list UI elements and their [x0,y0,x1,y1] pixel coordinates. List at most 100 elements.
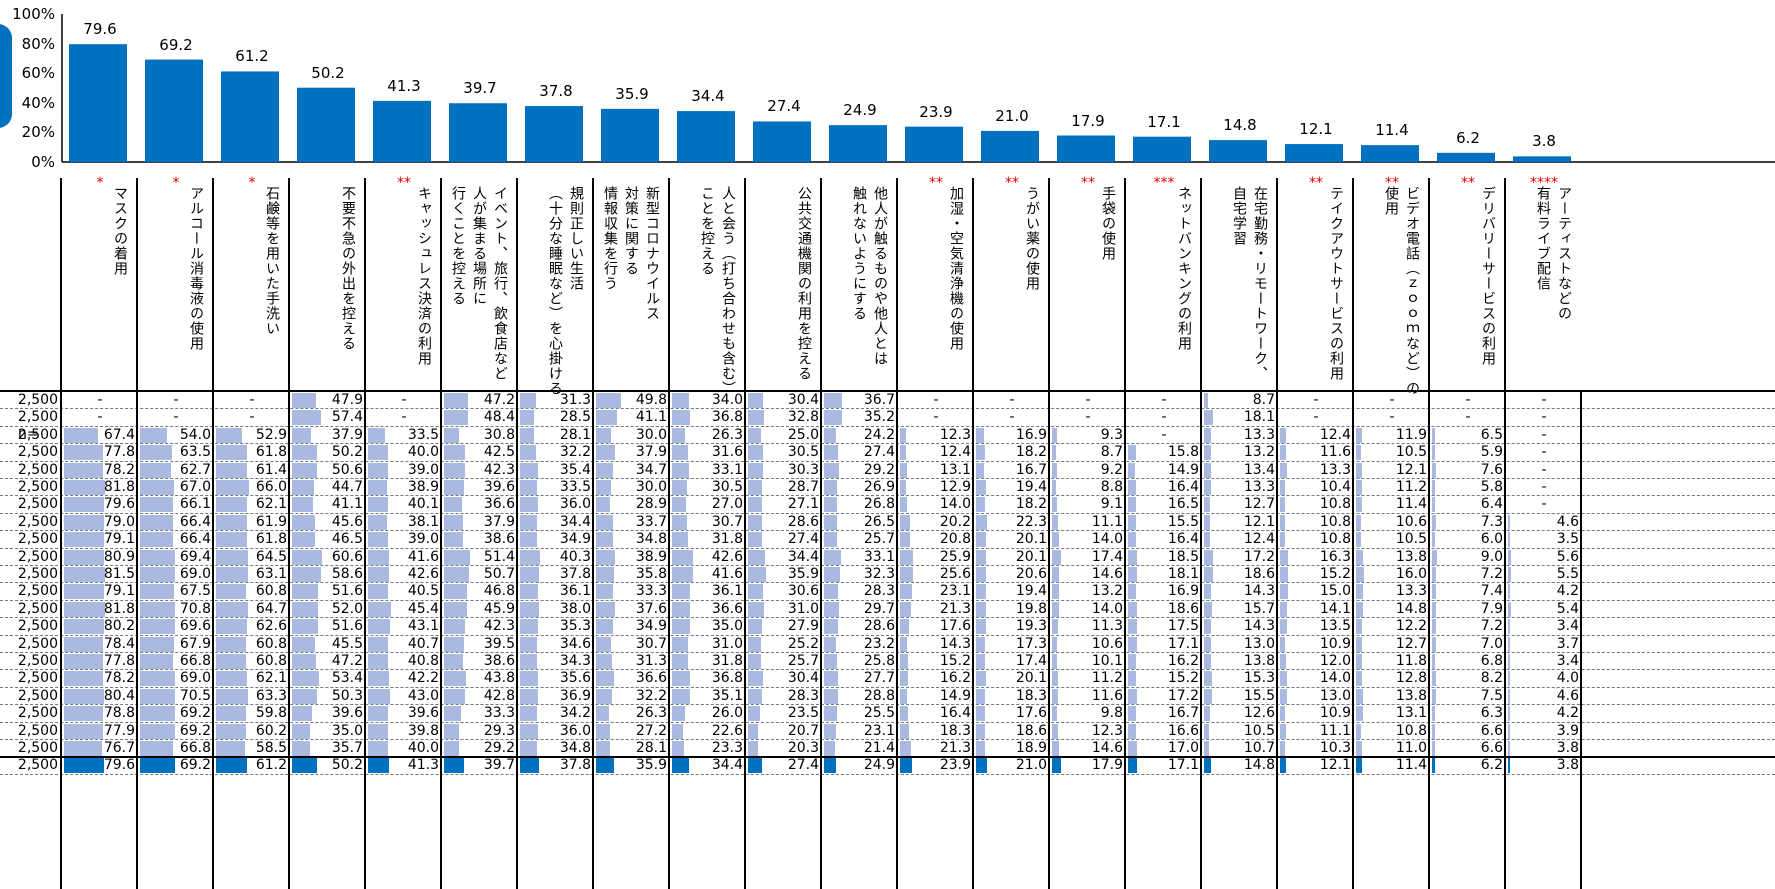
cell-bar [216,532,247,548]
cell-value: 11.1 [1319,722,1351,739]
cell-value: 45.9 [483,600,515,617]
table-cell: 40.8 [366,653,442,670]
table-cell: 39.0 [366,462,442,479]
cell-bar [64,584,104,600]
cell-value: 35.8 [635,566,667,582]
table-cell: 69.4 [138,549,214,566]
cell-value: 38.9 [407,479,439,495]
cell-bar [596,671,615,687]
table-cell: 11.1 [1278,723,1354,740]
table-cell: 14.0 [898,496,974,513]
cell-value: 80.2 [103,618,135,635]
cell-value: 35.4 [559,461,591,478]
cell-bar [1128,671,1136,687]
cell-bar [976,758,987,774]
cell-bar [1508,671,1510,687]
table-cell: 77.9 [62,723,138,740]
table-cell: 6.6 [1430,740,1506,757]
cell-value: 34.9 [559,531,591,548]
cell-bar [1204,514,1211,530]
cell-bar [672,532,688,548]
cell-bar [140,445,172,461]
cell-bar [368,584,389,600]
row-rule [0,582,1775,584]
cell-bar [520,567,539,582]
cell-value: 16.2 [939,670,971,687]
table-cell: 66.1 [138,496,214,513]
bar [525,106,583,162]
cell-value: 17.1 [1167,757,1199,774]
category-label: 不要不急の外出を控える [340,186,356,351]
cell-bar [1204,445,1211,461]
cell-bar [1128,619,1137,635]
table-cell: 19.8 [974,601,1050,618]
cell-value: 61.8 [255,444,287,461]
cell-value: 27.2 [635,722,667,739]
cell-bar [748,671,764,687]
table-row: 2,500 77.8 63.5 61.8 50.2 40.0 42.5 32.2 37.9 31.… [0,444,1775,461]
row-rule [0,704,1775,706]
table-cell: 18.3 [974,688,1050,705]
table-cell: 31.6 [670,444,746,461]
cell-value: 10.1 [1091,653,1123,669]
cell-bar [1052,462,1057,478]
cell-value: 36.0 [559,496,591,513]
table-cell: 45.6 [290,514,366,531]
table-cell: 6.3 [1430,705,1506,722]
column-rule [1276,390,1278,889]
table-cell: 79.1 [62,583,138,600]
table-cell: - [214,409,290,426]
cell-dash: - [933,392,939,408]
cell-value: 63.3 [255,687,287,704]
table-cell: 76.7 [62,740,138,757]
cell-bar [672,671,691,687]
table-cell: 37.9 [442,514,518,531]
cell-value: 17.6 [939,618,971,635]
cell-bar [748,758,762,774]
y-tick-label: 60% [21,64,55,83]
cell-value: 41.6 [711,566,743,582]
table-cell: 16.6 [1126,723,1202,740]
cell-bar [748,706,760,722]
cell-value: 39.0 [407,531,439,548]
cell-bar [140,723,175,739]
table-cell: - [898,392,974,409]
bar-value-label: 3.8 [1532,132,1556,151]
cell-value: 25.9 [939,548,971,565]
cell-value: 11.8 [1395,653,1427,669]
cell-value: 54.0 [179,426,211,443]
cell-bar [292,723,310,739]
cell-value: 11.1 [1091,513,1123,530]
table-cell: 12.7 [1354,636,1430,653]
significance-stars: ** [1385,175,1399,191]
table-cell: 7.9 [1430,601,1506,618]
table-cell: 53.4 [290,670,366,687]
table-cell: 38.9 [594,549,670,566]
cell-value: 12.4 [1243,531,1275,548]
cell-dash: - [1541,392,1547,408]
cell-value: 10.8 [1395,722,1427,739]
cell-bar [1128,532,1137,548]
cell-value: 17.5 [1167,618,1199,635]
cell-bar [1356,741,1362,756]
table-cell: 42.2 [366,670,442,687]
table-cell: 15.2 [1278,566,1354,583]
cell-bar [596,723,610,739]
cell-value: 6.5 [1480,426,1503,443]
cell-bar [444,636,464,652]
table-row: 2,500 79.6 66.1 62.1 41.1 40.1 36.6 36.0 28.9 27.… [0,496,1775,513]
table-cell: 30.5 [670,479,746,496]
table-cell: 17.5 [1126,618,1202,635]
table-cell: 17.6 [974,705,1050,722]
table-cell: 28.1 [594,740,670,757]
cell-value: 5.6 [1556,548,1579,565]
column-rule [288,390,290,889]
cell-bar [748,445,764,461]
bar-value-label: 11.4 [1375,121,1409,140]
cell-bar [976,654,985,669]
category-label: 他人が触るものや他人とは 触れないようにする [851,186,888,366]
table-cell: 43.8 [442,670,518,687]
cell-value: 53.4 [331,670,363,687]
cell-value: 30.0 [635,479,667,495]
cell-value: 66.4 [179,531,211,548]
